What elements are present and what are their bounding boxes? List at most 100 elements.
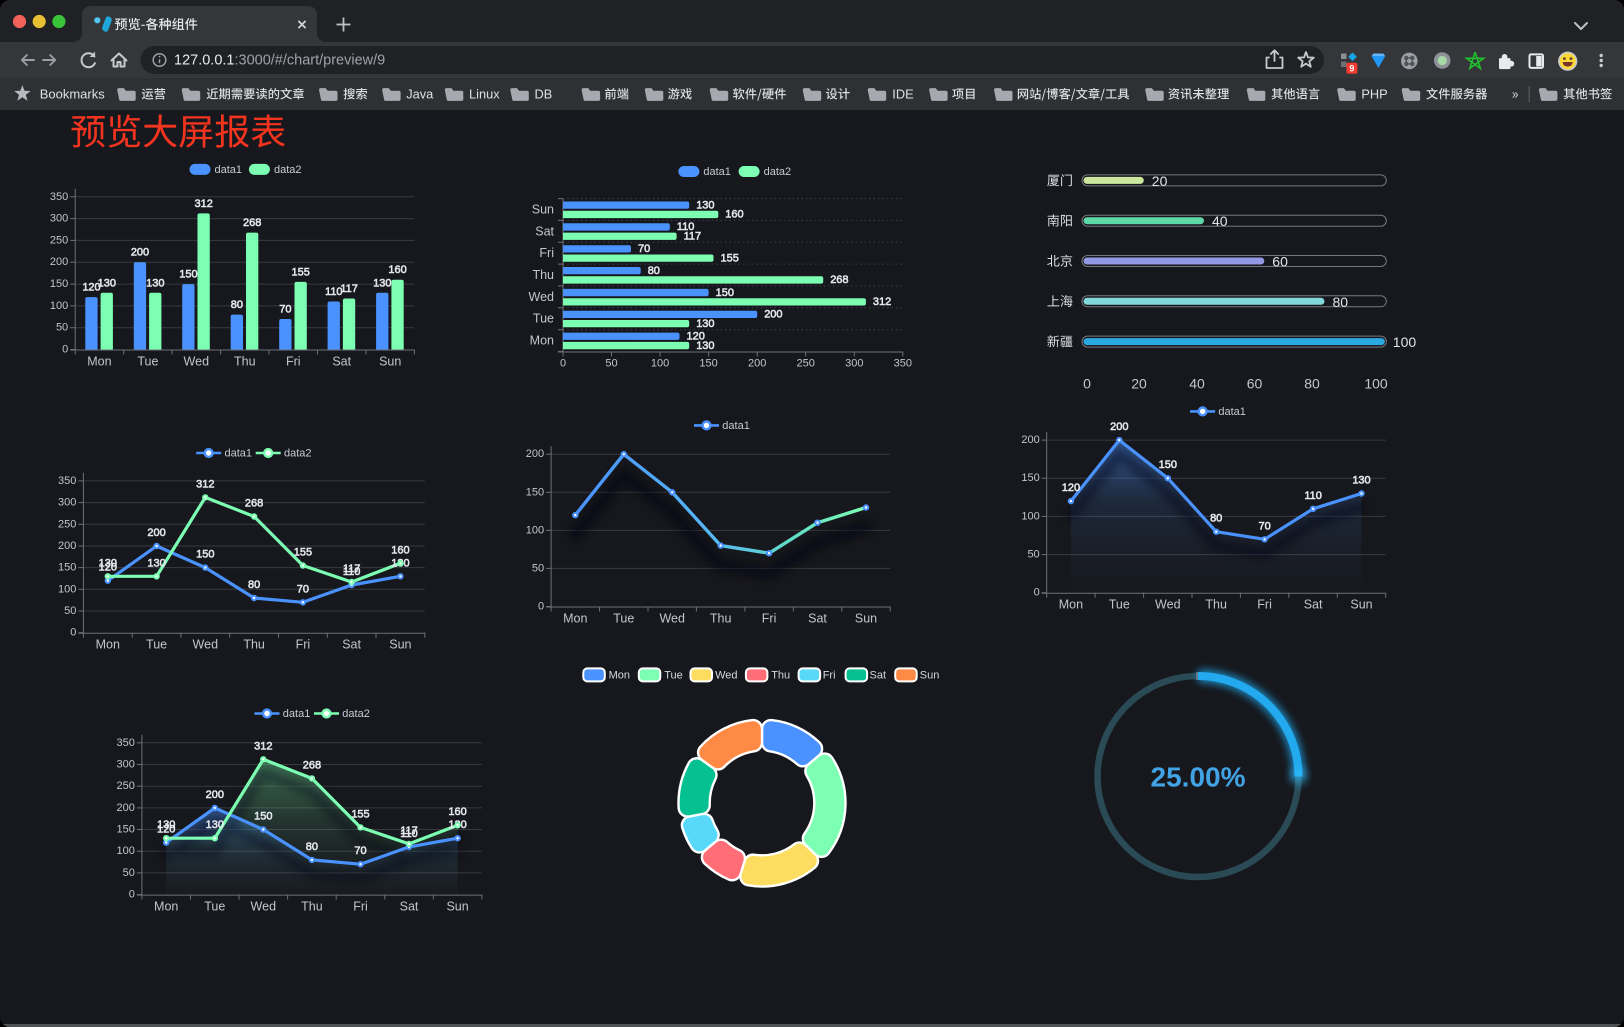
- svg-text:Sat: Sat: [535, 224, 554, 238]
- svg-text:Tue: Tue: [533, 312, 554, 326]
- svg-text:0: 0: [70, 627, 76, 639]
- svg-text:Fri: Fri: [353, 900, 368, 914]
- svg-text:155: 155: [292, 266, 310, 278]
- svg-text:Fri: Fri: [539, 246, 554, 260]
- svg-text:160: 160: [388, 264, 406, 276]
- svg-text:117: 117: [343, 563, 361, 575]
- svg-text:0: 0: [1083, 375, 1091, 391]
- svg-text:80: 80: [306, 841, 318, 853]
- svg-text:200: 200: [117, 802, 135, 814]
- svg-text:150: 150: [117, 824, 135, 836]
- svg-text:160: 160: [725, 209, 743, 221]
- svg-text:Thu: Thu: [234, 355, 256, 369]
- svg-text:312: 312: [196, 478, 214, 490]
- svg-text:Tue: Tue: [1109, 598, 1130, 612]
- svg-text:350: 350: [58, 475, 76, 487]
- svg-text:100: 100: [1021, 510, 1039, 522]
- svg-text:110: 110: [325, 286, 343, 298]
- svg-text:0: 0: [560, 358, 566, 370]
- svg-text:200: 200: [748, 358, 766, 370]
- svg-text:Sun: Sun: [532, 203, 554, 217]
- svg-text:120: 120: [157, 824, 175, 836]
- svg-text:130: 130: [157, 819, 175, 831]
- svg-text:data2: data2: [342, 708, 370, 720]
- svg-text:50: 50: [605, 358, 617, 370]
- svg-text:Mon: Mon: [530, 334, 554, 348]
- svg-text:80: 80: [1304, 375, 1320, 391]
- svg-text:250: 250: [797, 358, 815, 370]
- svg-text:Sat: Sat: [332, 355, 351, 369]
- svg-text:200: 200: [131, 247, 149, 259]
- svg-text:200: 200: [1110, 421, 1128, 433]
- svg-text:data1: data1: [722, 420, 750, 432]
- svg-text:160: 160: [448, 806, 466, 818]
- svg-text:130: 130: [206, 819, 224, 831]
- svg-text:Wed: Wed: [193, 638, 219, 652]
- svg-text:100: 100: [651, 358, 669, 370]
- svg-text:117: 117: [400, 825, 418, 837]
- svg-text:70: 70: [279, 304, 291, 316]
- svg-text:200: 200: [764, 309, 782, 321]
- svg-text:Thu: Thu: [771, 669, 790, 681]
- svg-text:117: 117: [684, 231, 702, 243]
- svg-text:150: 150: [196, 549, 214, 561]
- svg-text:150: 150: [58, 562, 76, 574]
- svg-text:127.0.0.1:3000/#/chart/preview: 127.0.0.1:3000/#/chart/preview/9: [174, 53, 385, 69]
- svg-text:Tue: Tue: [146, 638, 167, 652]
- svg-text:data2: data2: [274, 164, 302, 176]
- svg-text:Wed: Wed: [184, 355, 210, 369]
- svg-text:300: 300: [58, 497, 76, 509]
- svg-text:Sat: Sat: [808, 612, 827, 626]
- svg-text:117: 117: [340, 283, 358, 295]
- svg-text:0: 0: [129, 889, 135, 901]
- svg-text:150: 150: [716, 287, 734, 299]
- svg-text:Tue: Tue: [204, 900, 225, 914]
- svg-text:Tue: Tue: [613, 612, 634, 626]
- svg-text:25.00%: 25.00%: [1151, 762, 1246, 793]
- svg-text:data1: data1: [283, 708, 311, 720]
- svg-text:80: 80: [648, 265, 660, 277]
- svg-text:Wed: Wed: [659, 612, 685, 626]
- svg-text:312: 312: [254, 740, 272, 752]
- svg-text:Mon: Mon: [609, 669, 630, 681]
- svg-text:268: 268: [303, 759, 321, 771]
- svg-text:150: 150: [1159, 459, 1177, 471]
- svg-text:100: 100: [1393, 334, 1417, 350]
- svg-text:250: 250: [58, 518, 76, 530]
- svg-text:50: 50: [64, 605, 76, 617]
- svg-text:110: 110: [400, 828, 418, 840]
- svg-text:300: 300: [50, 213, 68, 225]
- svg-text:0: 0: [62, 344, 68, 356]
- svg-text:80: 80: [231, 299, 243, 311]
- svg-text:312: 312: [873, 296, 891, 308]
- svg-text:200: 200: [50, 256, 68, 268]
- svg-text:Mon: Mon: [1059, 598, 1083, 612]
- svg-text:130: 130: [146, 277, 164, 289]
- svg-text:250: 250: [117, 780, 135, 792]
- svg-text:data1: data1: [215, 164, 243, 176]
- svg-text:Wed: Wed: [251, 900, 277, 914]
- svg-text:40: 40: [1189, 375, 1205, 391]
- svg-text:Sat: Sat: [342, 638, 361, 652]
- svg-text:Wed: Wed: [529, 290, 555, 304]
- svg-text:130: 130: [696, 318, 714, 330]
- svg-text:120: 120: [82, 282, 100, 294]
- svg-text:155: 155: [721, 252, 739, 264]
- svg-text:Sun: Sun: [379, 355, 401, 369]
- svg-text:Fri: Fri: [1257, 598, 1272, 612]
- svg-text:Tue: Tue: [664, 669, 683, 681]
- svg-text:IDE: IDE: [892, 87, 913, 102]
- svg-text:0: 0: [538, 601, 544, 613]
- svg-text:Thu: Thu: [1205, 598, 1227, 612]
- svg-text:Fri: Fri: [823, 669, 836, 681]
- svg-text:60: 60: [1247, 375, 1263, 391]
- svg-text:data2: data2: [764, 166, 792, 178]
- svg-text:data2: data2: [284, 448, 312, 460]
- svg-text:50: 50: [56, 322, 68, 334]
- svg-text:300: 300: [845, 358, 863, 370]
- svg-text:250: 250: [50, 234, 68, 246]
- svg-text:268: 268: [243, 217, 261, 229]
- svg-text:Sat: Sat: [400, 900, 419, 914]
- svg-text:Linux: Linux: [469, 87, 500, 102]
- svg-text:155: 155: [294, 547, 312, 559]
